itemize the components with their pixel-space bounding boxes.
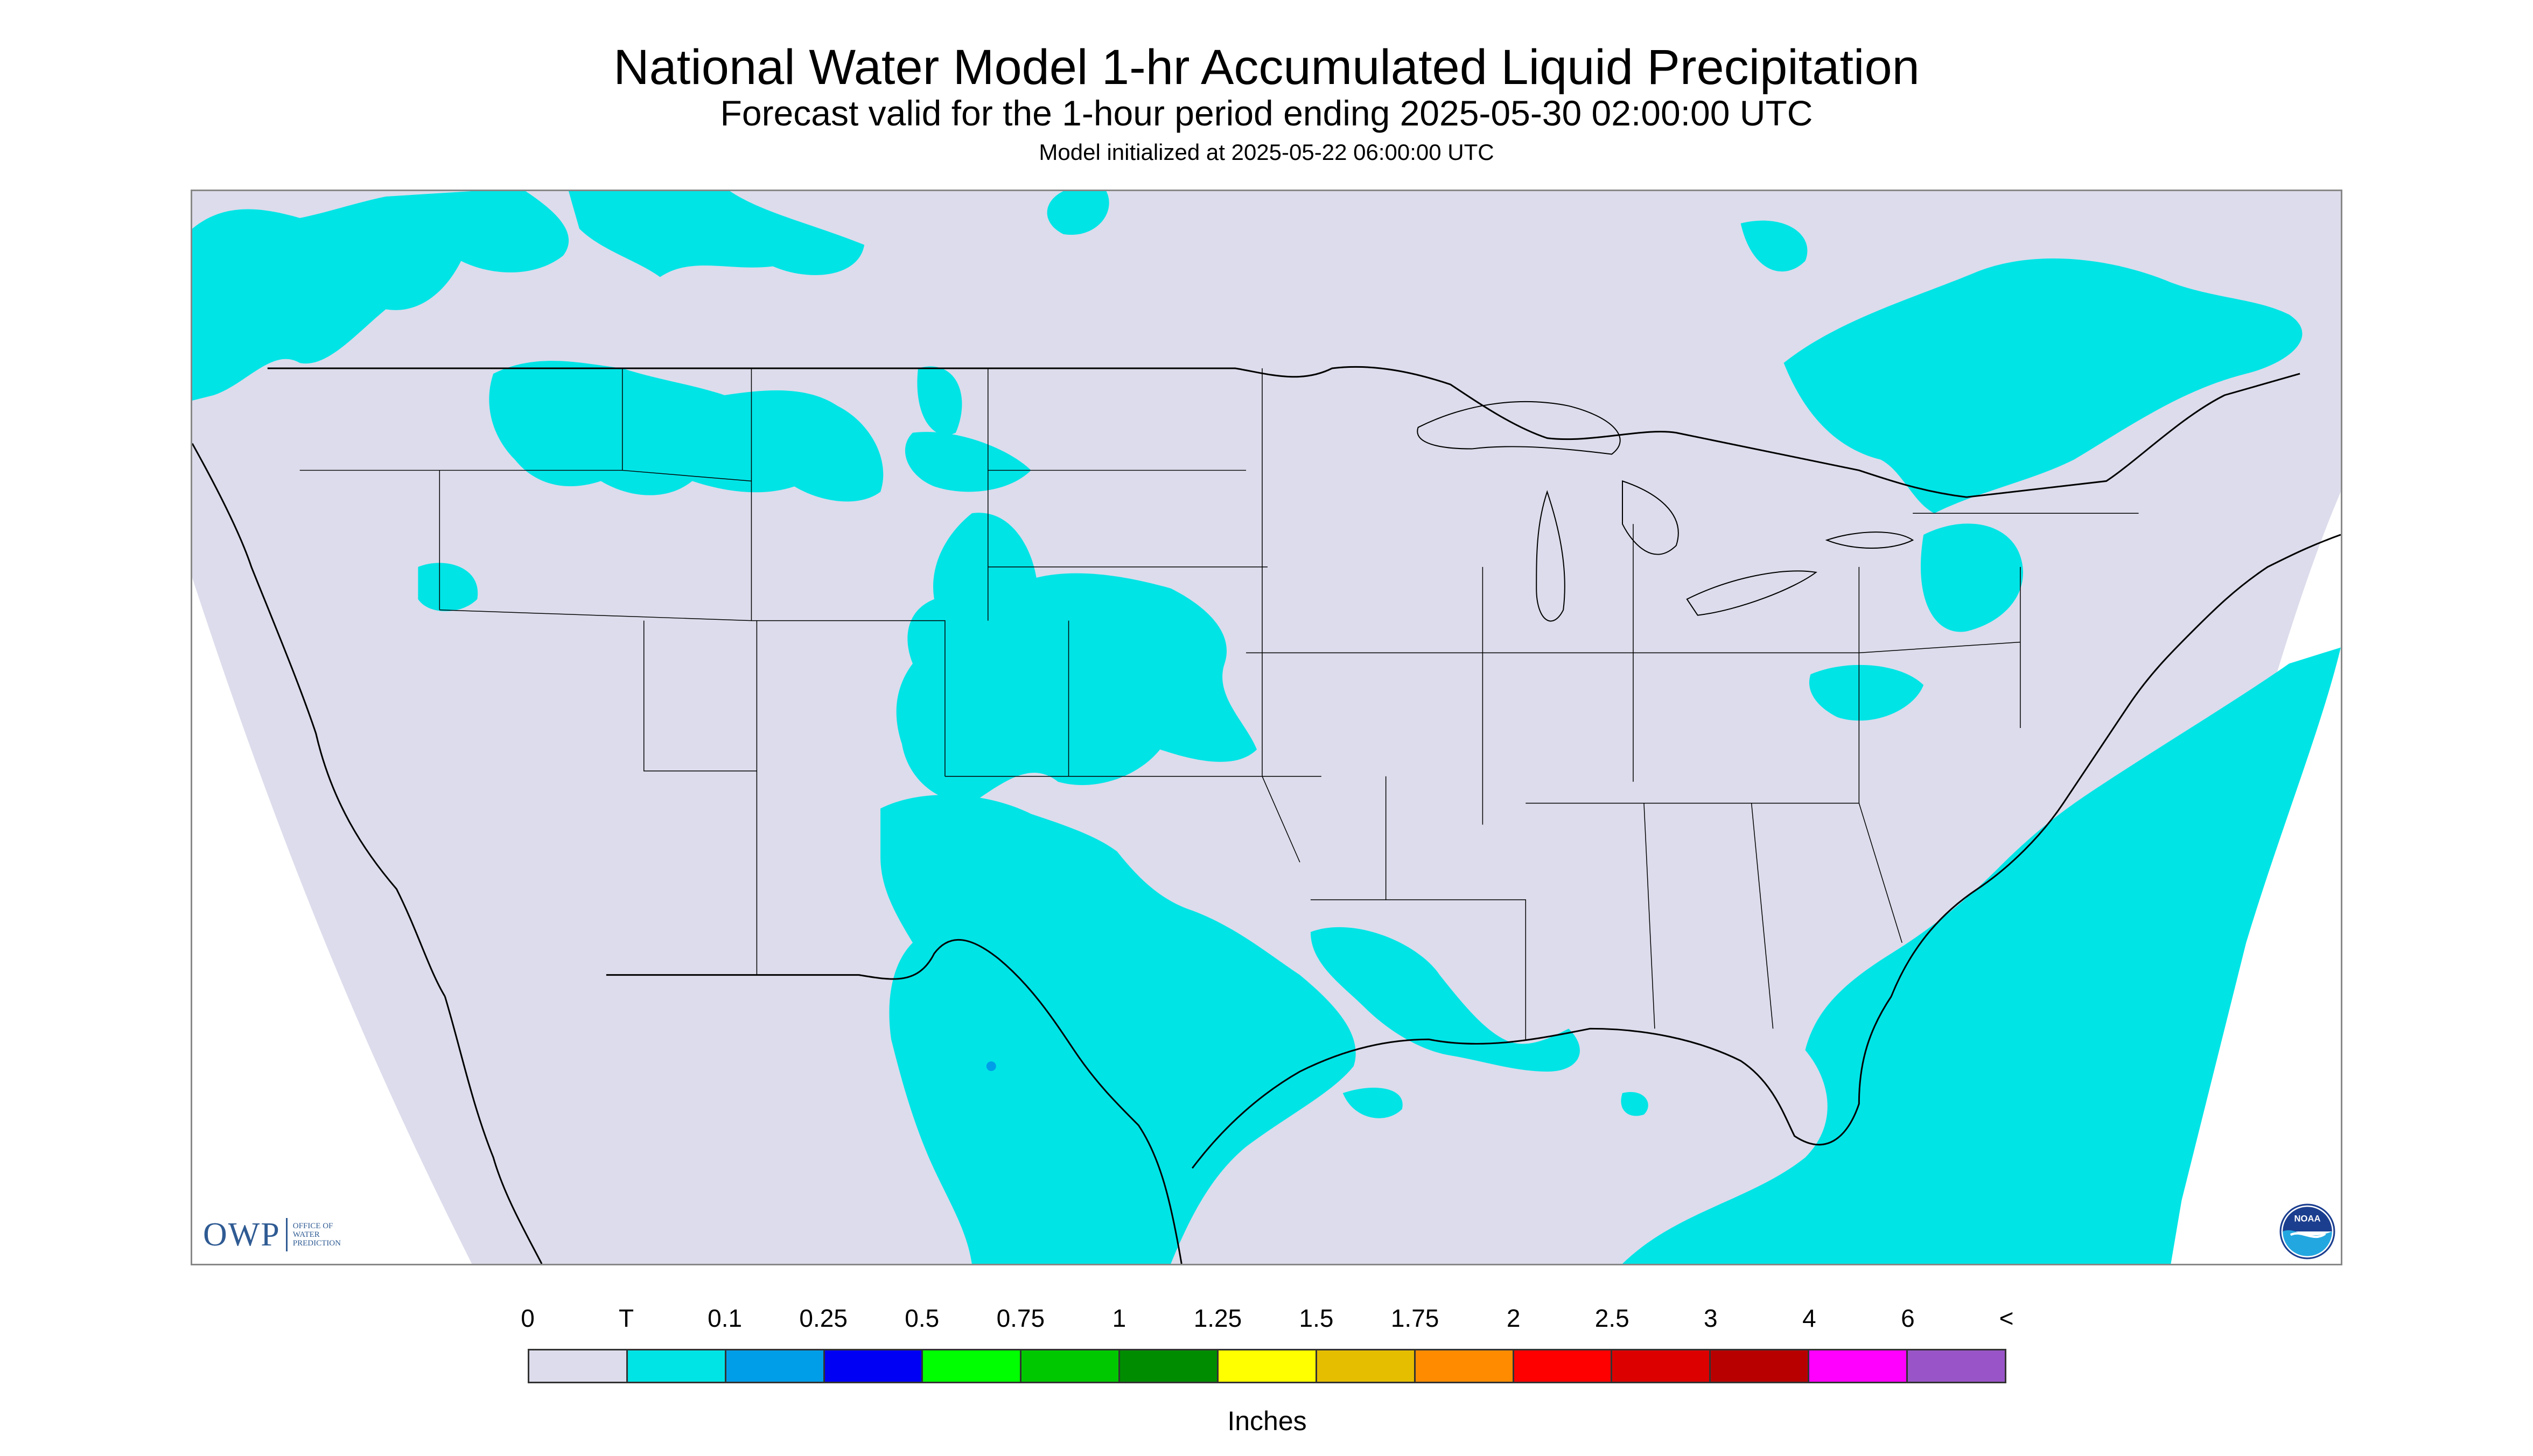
legend-label: T [619, 1304, 634, 1332]
legend-swatch [1908, 1350, 2005, 1382]
precip-great-lakes-north [1740, 220, 1808, 272]
owp-logo: OWP OFFICE OF WATER PREDICTION [203, 1213, 352, 1256]
precip-gulf-spot [1342, 1087, 1403, 1118]
model-init-subtitle: Model initialized at 2025-05-22 06:00:00… [1039, 139, 1494, 165]
precip-appalachian [1809, 664, 1924, 721]
great-lakes [1417, 401, 1914, 622]
coastline-west [192, 443, 446, 997]
precip-legend: 0 T 0.1 0.25 0.5 0.75 1 1.25 1.5 1.75 2 2.5 3 4 6 < Inc… [521, 1303, 2013, 1436]
state-line-mountain [439, 609, 1321, 975]
legend-swatch [1021, 1350, 1121, 1382]
state-boundaries [299, 368, 2139, 1040]
legend-swatch [1317, 1350, 1416, 1382]
lake-superior [1417, 401, 1621, 455]
legend-swatch [923, 1350, 1022, 1382]
legend-label: 2 [1506, 1304, 1521, 1332]
noaa-logo: NOAA [2279, 1203, 2335, 1259]
legend-label: 0.75 [996, 1304, 1045, 1332]
legend-units-label: Inches [1227, 1406, 1307, 1436]
legend-label: 3 [1704, 1304, 1718, 1332]
lake-ontario [1825, 531, 1914, 549]
legend-swatch [1415, 1350, 1514, 1382]
precip-quebec [1783, 258, 2303, 514]
precip-idaho-spot [418, 563, 478, 612]
precip-atlantic [1622, 647, 2341, 1264]
precip-northeast [1920, 523, 2023, 632]
map-canvas [192, 191, 2341, 1264]
us-mexico-border [606, 939, 1182, 1264]
owp-logo-org: OFFICE OF WATER PREDICTION [292, 1222, 341, 1248]
legend-swatch [1219, 1350, 1317, 1382]
legend-swatch [529, 1350, 628, 1382]
forecast-valid-subtitle: Forecast valid for the 1-hour period end… [720, 93, 1813, 133]
precipitation-map: OWP OFFICE OF WATER PREDICTION NOAA [191, 190, 2342, 1265]
precip-dakotas [917, 366, 962, 436]
precip-areas [192, 191, 2341, 1264]
legend-label: 2.5 [1594, 1304, 1629, 1332]
legend-label: 1 [1112, 1304, 1126, 1332]
legend-label: 1.25 [1193, 1304, 1242, 1332]
baja-coast [444, 996, 543, 1264]
legend-colorbar [528, 1349, 2006, 1383]
precip-high-spot [986, 1061, 996, 1072]
noaa-logo-text: NOAA [2294, 1213, 2321, 1223]
map-title: National Water Model 1-hr Accumulated Li… [613, 40, 1920, 95]
legend-label: 6 [1901, 1304, 1915, 1332]
precip-canada-west [568, 191, 865, 277]
legend-label: 1.75 [1390, 1304, 1439, 1332]
legend-label: 1.5 [1299, 1304, 1334, 1332]
legend-swatch [1120, 1350, 1219, 1382]
us-canada-border [267, 366, 2300, 498]
legend-swatch [1612, 1350, 1711, 1382]
legend-label: 0.5 [905, 1304, 940, 1332]
boundary-lines [192, 366, 2341, 1264]
legend-swatch [1809, 1350, 1908, 1382]
state-line-south [1386, 802, 1902, 1040]
legend-swatch [824, 1350, 923, 1382]
owp-logo-divider [285, 1218, 288, 1251]
state-line-plains [988, 368, 1300, 863]
legend-label: 0.1 [708, 1304, 743, 1332]
lake-erie [1686, 570, 1817, 616]
precip-montana-east [905, 432, 1031, 492]
legend-swatch [1514, 1350, 1613, 1382]
state-line-east [1633, 513, 2139, 803]
precip-pacific-northwest [192, 191, 569, 401]
legend-labels: 0 T 0.1 0.25 0.5 0.75 1 1.25 1.5 1.75 2 2.5 3 4 6 < [521, 1303, 2013, 1335]
legend-label: 4 [1802, 1304, 1816, 1332]
legend-swatch [627, 1350, 726, 1382]
legend-label: 0.25 [799, 1304, 848, 1332]
gulf-coast [1192, 996, 1892, 1169]
atlantic-coast [1890, 534, 2341, 997]
precip-southern-plains [880, 795, 1356, 1264]
legend-label: 0 [521, 1304, 535, 1332]
lake-michigan [1536, 490, 1565, 622]
lake-huron [1622, 480, 1679, 555]
state-line-midwest [1246, 524, 1634, 900]
precip-gulf-coast-west [1310, 927, 1580, 1072]
precip-canada-north [1047, 191, 1109, 235]
legend-label: < [1999, 1304, 2014, 1332]
owp-logo-letters: OWP [203, 1216, 281, 1253]
precip-great-plains [896, 513, 1257, 803]
precip-gulf-spot-east [1621, 1091, 1648, 1116]
precip-montana [489, 361, 884, 502]
state-line-nw [299, 368, 752, 621]
legend-swatch [726, 1350, 825, 1382]
legend-swatch [1711, 1350, 1810, 1382]
